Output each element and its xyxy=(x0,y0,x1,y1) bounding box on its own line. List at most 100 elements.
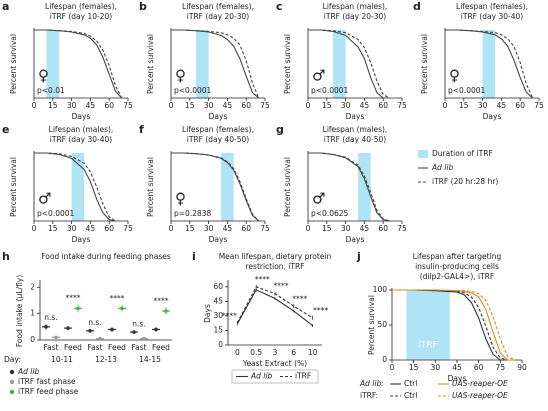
legend-label: iTRF xyxy=(295,372,311,381)
mean-dot xyxy=(132,330,136,334)
x-tick-label: Fast xyxy=(87,343,102,352)
itrf-shade xyxy=(46,30,60,98)
y-axis-label: Percent survival xyxy=(146,34,155,94)
x-tick-label: 75 xyxy=(123,101,133,110)
x-axis-label: Days xyxy=(72,235,91,244)
significance: n.s. xyxy=(44,313,57,322)
panel-label: a xyxy=(2,0,9,13)
p-value: p=0.2838 xyxy=(174,209,212,218)
legend-row-label: iTRF: xyxy=(360,391,378,400)
x-tick-label: 45 xyxy=(497,101,507,110)
legend-label: UAS-reaper-OE xyxy=(452,379,508,388)
x-tick-label: 30 xyxy=(431,363,441,372)
p-value: p<0.01 xyxy=(37,86,65,95)
significance: n.s. xyxy=(88,318,101,327)
x-tick-label: 45 xyxy=(86,224,96,233)
x-axis-label: Days xyxy=(72,112,91,121)
y-axis-label: Percent survival xyxy=(9,157,18,217)
mean-dot xyxy=(88,328,92,333)
chart-title: iTRF (day 20-30) xyxy=(187,12,249,21)
mean-dot xyxy=(76,306,80,311)
x-tick-label: 0 xyxy=(169,224,174,233)
x-tick-label: 45 xyxy=(223,101,233,110)
panel-label: d xyxy=(413,0,421,13)
x-tick-label: 30 xyxy=(341,101,351,110)
mean-dot xyxy=(66,326,70,330)
itrf-shade xyxy=(71,153,85,221)
sex-symbol: ♀ xyxy=(175,67,186,85)
x-axis-label: Yeast Extract (%) xyxy=(242,359,307,368)
itrf-shade xyxy=(196,30,209,98)
significance: **** xyxy=(110,294,125,303)
group-tick-label: 14-15 xyxy=(139,355,161,364)
sex-symbol: ♂ xyxy=(38,190,51,208)
mean-dot xyxy=(142,336,146,341)
p-value: p<0.0001 xyxy=(448,86,486,95)
sex-symbol: ♂ xyxy=(312,190,325,208)
x-tick-label: 60 xyxy=(474,363,484,372)
x-tick-label: 75 xyxy=(397,101,407,110)
x-tick-label: 60 xyxy=(104,101,114,110)
legend-label: Ad lib xyxy=(17,367,39,376)
significance: n.s. xyxy=(132,320,145,329)
chart-title: iTRF (day 40-50) xyxy=(187,135,249,144)
x-tick-label: 75 xyxy=(123,224,133,233)
group-tick-label: 12-13 xyxy=(95,355,117,364)
sex-symbol: ♀ xyxy=(449,67,460,85)
chart-title: insulin-producing cells xyxy=(415,262,499,271)
x-tick-label: 60 xyxy=(378,101,388,110)
y-tick-label: 0 xyxy=(30,335,35,344)
mean-dot xyxy=(44,325,48,329)
panel-label: e xyxy=(2,123,9,136)
series-line xyxy=(171,152,260,222)
x-tick-label: 15 xyxy=(459,101,469,110)
x-tick-label: 30 xyxy=(478,101,488,110)
x-tick-label: 15 xyxy=(48,101,58,110)
x-tick-label: 90 xyxy=(517,363,527,372)
chart-title: iTRF (day 30-40) xyxy=(461,12,523,21)
x-tick-label: 75 xyxy=(260,101,270,110)
x-tick-label: 0 xyxy=(32,101,37,110)
x-axis-label: Days xyxy=(346,235,365,244)
chart-title: Lifespan (males), xyxy=(323,2,388,11)
sex-symbol: ♀ xyxy=(38,67,49,85)
itrf-shade xyxy=(221,153,234,221)
x-tick-label: 60 xyxy=(378,224,388,233)
x-tick-label: 45 xyxy=(452,363,462,372)
chart-title: Lifespan (females), xyxy=(182,125,254,134)
chart-title: Lifespan (females), xyxy=(456,2,528,11)
x-axis-label: Days xyxy=(209,235,228,244)
p-value: p<0.0001 xyxy=(37,209,75,218)
x-tick-label: 75 xyxy=(260,224,270,233)
x-tick-label: 15 xyxy=(48,224,58,233)
mean-dot xyxy=(154,327,158,332)
x-tick-label: 0.5 xyxy=(250,348,262,357)
x-tick-label: 15 xyxy=(185,101,195,110)
significance: **** xyxy=(255,275,270,284)
chart-title: (dilp2-GAL4>), iTRF xyxy=(420,272,494,281)
itrf-shade xyxy=(358,153,371,221)
x-tick-label: 0 xyxy=(306,224,311,233)
p-value: p<0.0001 xyxy=(311,86,349,95)
legend-row-label: Ad lib: xyxy=(359,379,384,388)
series-line xyxy=(308,152,390,222)
mean-dot xyxy=(98,336,102,341)
legend-label: Ad lib xyxy=(250,372,272,381)
series-line xyxy=(34,152,116,222)
x-tick-label: 30 xyxy=(67,224,77,233)
x-tick-label: 0 xyxy=(443,101,448,110)
y-tick-label: 100 xyxy=(373,285,388,294)
p-value: p<0.0001 xyxy=(174,86,212,95)
x-tick-label: 0 xyxy=(169,101,174,110)
x-tick-label: 15 xyxy=(409,363,419,372)
legend-label: Ctrl xyxy=(404,391,417,400)
chart-title: iTRF (day 40-50) xyxy=(324,135,386,144)
legend-box xyxy=(231,369,319,384)
legend-dot xyxy=(9,389,15,395)
panel-label: h xyxy=(2,250,10,263)
y-axis-label: Percent survival xyxy=(9,34,18,94)
x-tick-label: 45 xyxy=(360,224,370,233)
series-line xyxy=(308,29,390,99)
x-tick-label: 30 xyxy=(204,224,214,233)
chart-title: Lifespan (females), xyxy=(182,2,254,11)
